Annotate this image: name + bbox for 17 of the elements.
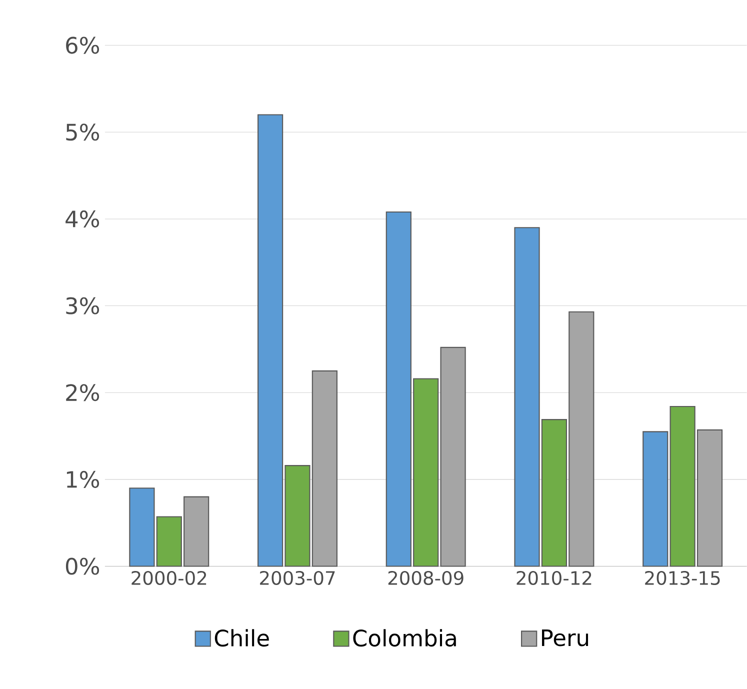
bar bbox=[642, 431, 668, 567]
x-tick-label: 2003-07 bbox=[260, 570, 335, 586]
y-tick-label: 3% bbox=[66, 297, 100, 314]
y-tick-label: 0% bbox=[66, 558, 100, 575]
x-tick-label: 2013-15 bbox=[645, 570, 720, 586]
x-tick-label: 2008-09 bbox=[388, 570, 464, 586]
y-tick-label: 1% bbox=[66, 470, 100, 488]
y-tick-label: 2% bbox=[66, 384, 100, 402]
y-tick-label: 6% bbox=[66, 36, 100, 54]
y-tick-label: 4% bbox=[66, 210, 100, 228]
x-tick-label: 2000-02 bbox=[132, 570, 206, 586]
legend-label: Chile bbox=[214, 629, 269, 647]
x-tick-label: 2010-12 bbox=[516, 570, 592, 586]
bar bbox=[129, 488, 155, 567]
y-tick-label: 5% bbox=[66, 124, 100, 141]
legend-label: Colombia bbox=[353, 629, 456, 647]
legend-label: Peru bbox=[542, 630, 588, 646]
